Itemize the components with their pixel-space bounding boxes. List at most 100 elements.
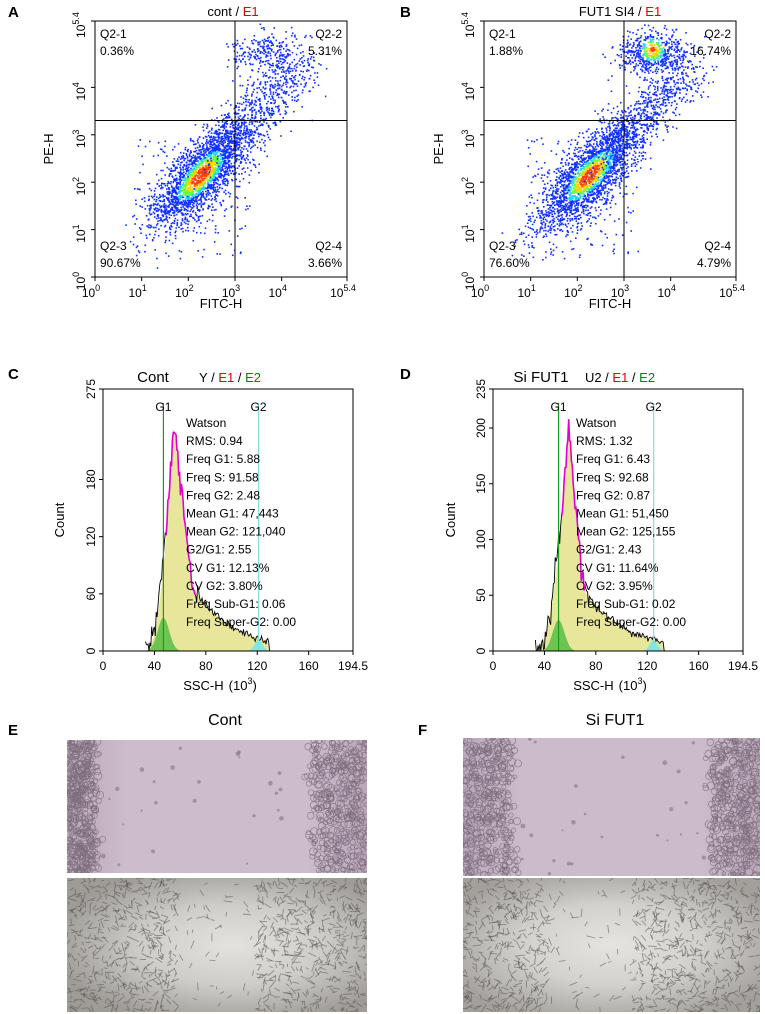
scatter-point [214, 231, 217, 234]
scatter-point [214, 171, 216, 173]
scatter-point [559, 182, 561, 184]
scatter-point [248, 99, 250, 101]
scatter-point [194, 166, 196, 168]
scatter-point [228, 156, 231, 159]
scatter-point [591, 176, 593, 178]
scatter-point [196, 207, 198, 209]
scatter-point [256, 121, 259, 123]
scatter-point [585, 190, 588, 193]
scatter-point [213, 183, 216, 185]
scatter-point [260, 114, 262, 117]
scatter-point [592, 173, 595, 176]
scatter-point [247, 83, 249, 86]
scatter-point [539, 214, 541, 217]
scatter-point [264, 82, 267, 84]
scatter-point [231, 125, 234, 127]
scatter-point [240, 121, 243, 124]
scatter-point [188, 194, 191, 197]
scatter-point [263, 45, 265, 48]
scatter-point [282, 48, 285, 50]
scatter-point [575, 188, 577, 191]
scatter-point [611, 170, 614, 172]
scatter-point [587, 166, 589, 169]
scatter-point [602, 164, 605, 166]
scatter-point [239, 126, 241, 128]
scatter-point [592, 197, 595, 200]
scatter-point [236, 134, 239, 137]
scatter-point [574, 196, 576, 198]
scatter-point [263, 150, 266, 153]
scatter-point [277, 93, 279, 95]
scatter-point [634, 156, 636, 158]
scatter-point [195, 204, 198, 206]
scatter-point [188, 186, 190, 189]
scatter-point [257, 70, 259, 73]
scatter-point [177, 200, 179, 202]
scatter-point [206, 147, 208, 149]
scatter-point [153, 198, 156, 201]
scatter-point [236, 154, 239, 157]
scatter-point [216, 162, 218, 164]
scatter-point [577, 172, 579, 174]
scatter-point [266, 48, 269, 50]
scatter-point [600, 180, 603, 183]
scatter-point [195, 165, 197, 168]
scatter-point [192, 140, 195, 143]
scatter-point [602, 172, 605, 174]
scatter-point [224, 189, 227, 192]
scatter-point [162, 193, 164, 196]
scatter-point [569, 170, 571, 173]
scatter-point [594, 175, 596, 178]
scatter-point [259, 103, 261, 105]
scatter-point [200, 204, 203, 207]
scatter-point [615, 145, 618, 147]
scatter-point [591, 154, 593, 157]
scatter-point [194, 160, 196, 163]
scatter-point [207, 134, 210, 137]
scatter-point [608, 182, 610, 184]
scatter-point [184, 189, 186, 192]
scatter-point [574, 155, 576, 157]
scatter-point [273, 37, 275, 39]
scatter-point [182, 199, 185, 201]
scatter-point [290, 26, 293, 29]
scatter-point [639, 138, 641, 140]
scatter-point [194, 155, 197, 157]
scatter-point [189, 203, 192, 205]
scatter-point [578, 188, 581, 191]
scatter-point [189, 197, 191, 199]
scatter-point [285, 103, 287, 105]
scatter-point [605, 203, 607, 205]
scatter-point [183, 221, 186, 224]
scatter-point [581, 201, 584, 203]
scatter-point [557, 170, 560, 172]
scatter-point [308, 90, 310, 93]
scatter-point [539, 217, 541, 219]
scatter-point [224, 180, 227, 183]
scatter-point [168, 175, 171, 177]
scatter-point [291, 51, 294, 54]
scatter-point [609, 152, 611, 155]
scatter-point [637, 161, 639, 163]
scatter-point [187, 197, 190, 200]
scatter-point [194, 196, 197, 198]
scatter-point [620, 131, 622, 133]
scatter-point [216, 132, 219, 135]
scatter-point [285, 75, 287, 78]
scatter-point [210, 142, 212, 144]
scatter-point [630, 110, 632, 112]
scatter-point [192, 197, 195, 200]
scatter-point [147, 219, 150, 221]
scatter-point [563, 187, 566, 190]
scatter-point [252, 142, 255, 144]
scatter-point [291, 70, 294, 72]
scatter-point [285, 111, 288, 114]
scatter-point [193, 178, 196, 180]
scatter-point [553, 196, 555, 198]
scatter-point [199, 169, 201, 171]
scatter-point [294, 78, 296, 81]
scatter-point [167, 197, 170, 199]
panel-letter-e: E [8, 722, 19, 739]
scatter-point [198, 191, 201, 194]
scatter-point [253, 55, 255, 58]
